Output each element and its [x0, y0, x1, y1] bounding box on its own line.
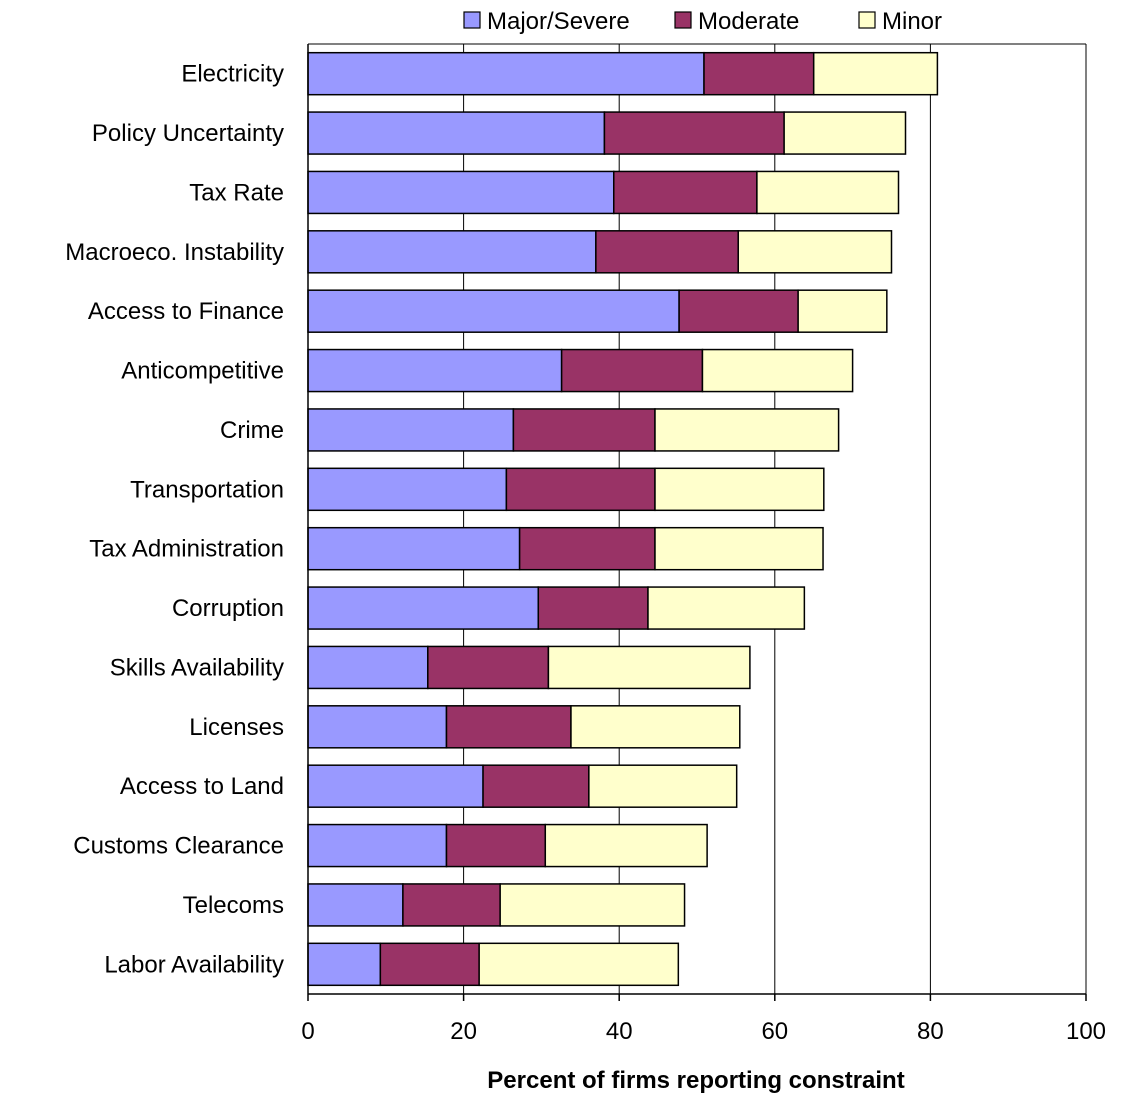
bar-crime-major-severe: [307, 408, 515, 452]
category-label-corruption: Corruption: [172, 595, 284, 622]
bar-telecoms-major-severe: [307, 883, 404, 927]
bar-electricity-moderate: [703, 51, 815, 96]
bar-access-to-finance-minor: [797, 289, 888, 333]
bar-tax-rate-minor: [756, 170, 900, 215]
bar-corruption-moderate: [537, 586, 649, 630]
bar-anticompetitive-major-severe: [307, 348, 563, 393]
category-labels: Electricity Policy Uncertainty Tax Rate Mac…: [65, 61, 284, 979]
category-label-electricity: Electricity: [181, 61, 284, 88]
x-tick-label-60: 60: [761, 1018, 788, 1045]
legend-label-minor: Minor: [882, 8, 942, 35]
bars: [307, 51, 939, 987]
bar-telecoms-minor: [499, 883, 686, 927]
bar-skills-availability-major-severe: [307, 645, 429, 690]
legend-label-moderate: Moderate: [698, 8, 799, 35]
bar-customs-clearance-major-severe: [307, 823, 448, 868]
bar-macroeco-instability-minor: [737, 230, 893, 274]
bar-customs-clearance-minor: [544, 823, 708, 868]
bar-anticompetitive-moderate: [560, 348, 704, 393]
bar-labor-availability-minor: [478, 942, 680, 987]
bar-electricity-minor: [812, 51, 939, 96]
x-axis-title: Percent of firms reporting constraint: [487, 1067, 904, 1094]
bar-access-to-land-minor: [588, 764, 738, 808]
legend-swatch-moderate: [674, 11, 692, 29]
bar-tax-administration-moderate: [518, 526, 656, 571]
bar-corruption-minor: [647, 586, 806, 630]
bar-tax-administration-major-severe: [307, 526, 521, 571]
category-label-telecoms: Telecoms: [183, 892, 284, 919]
bar-policy-uncertainty-minor: [783, 111, 907, 155]
bar-skills-availability-moderate: [427, 645, 550, 690]
legend: Major/Severe Moderate Minor: [463, 8, 942, 35]
category-label-anticompetitive: Anticompetitive: [121, 358, 284, 385]
bar-customs-clearance-moderate: [445, 823, 547, 868]
bar-crime-minor: [654, 408, 840, 452]
x-axis: 0 20 40 60 80 100: [301, 993, 1106, 1045]
category-label-transportation: Transportation: [130, 476, 284, 503]
category-label-access-to-land: Access to Land: [120, 773, 284, 800]
bar-licenses-major-severe: [307, 705, 448, 749]
bar-transportation-minor: [654, 467, 825, 512]
bar-macroeco-instability-moderate: [595, 230, 739, 274]
legend-swatch-minor: [858, 11, 876, 29]
bar-licenses-moderate: [445, 705, 572, 749]
x-tick-label-20: 20: [450, 1018, 477, 1045]
category-label-skills-availability: Skills Availability: [110, 654, 284, 681]
bar-policy-uncertainty-moderate: [603, 111, 785, 155]
bar-access-to-finance-moderate: [678, 289, 799, 333]
category-label-crime: Crime: [220, 417, 284, 444]
bar-access-to-land-major-severe: [307, 764, 484, 808]
bar-corruption-major-severe: [307, 586, 540, 630]
bar-tax-rate-moderate: [613, 170, 758, 215]
category-label-tax-rate: Tax Rate: [189, 179, 284, 206]
bar-transportation-moderate: [505, 467, 656, 512]
bar-electricity-major-severe: [307, 51, 705, 96]
legend-label-major-severe: Major/Severe: [487, 8, 630, 35]
bar-tax-administration-minor: [654, 526, 824, 571]
bar-tax-rate-major-severe: [307, 170, 615, 215]
bar-labor-availability-major-severe: [307, 942, 382, 987]
category-label-licenses: Licenses: [189, 714, 284, 741]
bar-crime-moderate: [512, 408, 656, 452]
category-label-access-to-finance: Access to Finance: [88, 298, 284, 325]
category-label-macroeco-instability: Macroeco. Instability: [65, 239, 284, 266]
bar-telecoms-moderate: [402, 883, 501, 927]
bar-policy-uncertainty-major-severe: [307, 111, 606, 155]
x-tick-label-100: 100: [1066, 1018, 1106, 1045]
x-tick-label-0: 0: [301, 1018, 314, 1045]
bar-access-to-land-moderate: [482, 764, 590, 808]
bar-transportation-major-severe: [307, 467, 508, 512]
bar-licenses-minor: [570, 705, 741, 749]
bar-macroeco-instability-major-severe: [307, 230, 597, 274]
bar-anticompetitive-minor: [701, 348, 854, 393]
bar-access-to-finance-major-severe: [307, 289, 680, 333]
bar-labor-availability-moderate: [379, 942, 480, 987]
bar-skills-availability-minor: [547, 645, 751, 690]
legend-swatch-major-severe: [463, 11, 481, 29]
category-label-customs-clearance: Customs Clearance: [73, 833, 284, 860]
x-tick-label-40: 40: [606, 1018, 633, 1045]
category-label-policy-uncertainty: Policy Uncertainty: [92, 120, 284, 147]
category-label-tax-administration: Tax Administration: [89, 536, 284, 563]
category-label-labor-availability: Labor Availability: [104, 951, 284, 978]
x-tick-label-80: 80: [917, 1018, 944, 1045]
